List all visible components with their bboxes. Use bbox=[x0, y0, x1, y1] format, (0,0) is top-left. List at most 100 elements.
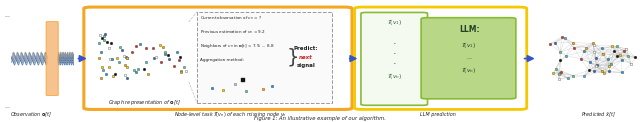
Point bbox=[131, 71, 141, 73]
Point bbox=[605, 63, 616, 65]
Point bbox=[139, 68, 149, 70]
Text: next: next bbox=[299, 55, 313, 60]
Point bbox=[238, 80, 248, 81]
Point bbox=[104, 66, 115, 68]
Text: signal: signal bbox=[296, 63, 316, 68]
Point bbox=[591, 57, 602, 59]
Point bbox=[550, 68, 561, 70]
Point bbox=[108, 75, 118, 77]
Point bbox=[597, 70, 607, 72]
Text: .: . bbox=[392, 56, 396, 66]
Point bbox=[104, 58, 115, 60]
Point bbox=[588, 42, 598, 44]
Point bbox=[556, 71, 566, 73]
Point bbox=[95, 77, 106, 79]
Point bbox=[174, 59, 184, 61]
Point bbox=[106, 42, 116, 44]
Point bbox=[155, 45, 165, 46]
Text: Aggregation method:: Aggregation method: bbox=[200, 58, 244, 62]
Point bbox=[148, 47, 158, 49]
Point bbox=[101, 73, 111, 75]
Point bbox=[591, 65, 601, 67]
Point bbox=[129, 69, 139, 71]
Point bbox=[612, 55, 622, 57]
Text: .: . bbox=[392, 46, 396, 56]
Text: ...: ... bbox=[4, 13, 11, 18]
Point bbox=[560, 37, 570, 39]
Point bbox=[617, 71, 627, 73]
Text: }: } bbox=[287, 48, 300, 67]
Point bbox=[548, 72, 559, 74]
Point bbox=[135, 43, 145, 45]
Point bbox=[93, 42, 104, 44]
Point bbox=[267, 86, 277, 87]
Text: Previous estimation of $v_n$ = 9.2: Previous estimation of $v_n$ = 9.2 bbox=[200, 29, 266, 36]
FancyBboxPatch shape bbox=[355, 7, 527, 109]
Point bbox=[630, 56, 640, 58]
Point bbox=[172, 51, 182, 53]
Text: LLM:: LLM: bbox=[459, 25, 479, 34]
Point bbox=[576, 58, 586, 60]
Point bbox=[141, 61, 151, 63]
Text: $\mathcal{T}(v_1)$: $\mathcal{T}(v_1)$ bbox=[461, 40, 477, 50]
Point bbox=[617, 59, 627, 61]
Text: Node-level task $\mathcal{T}(v_n)$ of each missing node $v_n$: Node-level task $\mathcal{T}(v_n)$ of ea… bbox=[174, 110, 287, 119]
Text: Predicted $\hat{x}$[t]: Predicted $\hat{x}$[t] bbox=[581, 110, 616, 119]
Point bbox=[149, 57, 159, 59]
Text: Current observation of $v_n$ = ?: Current observation of $v_n$ = ? bbox=[200, 15, 262, 22]
Point bbox=[97, 66, 108, 68]
Point bbox=[623, 55, 634, 57]
Text: Graph representation of $\mathbf{o}$[t]: Graph representation of $\mathbf{o}$[t] bbox=[108, 98, 180, 107]
Point bbox=[603, 58, 613, 60]
Point bbox=[99, 35, 109, 37]
Point bbox=[119, 56, 129, 57]
Point bbox=[598, 53, 608, 55]
Point bbox=[557, 36, 567, 38]
Point bbox=[584, 69, 594, 71]
Text: Figure 1: An illustrative example of our algorithm.: Figure 1: An illustrative example of our… bbox=[254, 116, 386, 121]
Point bbox=[554, 73, 564, 75]
Point bbox=[120, 75, 130, 76]
Point bbox=[554, 72, 564, 74]
Point bbox=[99, 39, 109, 41]
Point bbox=[615, 54, 625, 56]
Point bbox=[179, 66, 189, 68]
Point bbox=[122, 77, 132, 79]
Point bbox=[597, 47, 607, 49]
Point bbox=[621, 48, 631, 50]
Point bbox=[561, 55, 571, 57]
Point bbox=[588, 44, 598, 46]
Point bbox=[206, 87, 216, 89]
Point bbox=[102, 41, 112, 43]
FancyBboxPatch shape bbox=[361, 12, 428, 105]
Point bbox=[619, 50, 629, 51]
Point bbox=[96, 51, 106, 53]
Point bbox=[106, 58, 116, 60]
Text: $\mathcal{T}(v_1)$: $\mathcal{T}(v_1)$ bbox=[387, 17, 402, 27]
Point bbox=[604, 70, 614, 72]
Point bbox=[218, 89, 228, 91]
Point bbox=[230, 83, 240, 85]
Point bbox=[591, 64, 602, 66]
Point bbox=[160, 53, 170, 55]
Point bbox=[122, 57, 132, 59]
Point bbox=[550, 42, 560, 44]
Point bbox=[114, 61, 124, 63]
Point bbox=[568, 42, 578, 44]
Text: ...: ... bbox=[4, 104, 11, 109]
Point bbox=[579, 75, 589, 77]
Point bbox=[556, 59, 566, 61]
Point bbox=[579, 51, 589, 52]
Point bbox=[122, 66, 132, 68]
Point bbox=[164, 58, 174, 60]
Point bbox=[127, 51, 137, 53]
Point bbox=[545, 43, 555, 45]
Point bbox=[141, 47, 151, 49]
Point bbox=[151, 56, 161, 58]
Text: Observation $\mathbf{o}$[t]: Observation $\mathbf{o}$[t] bbox=[10, 111, 52, 119]
Point bbox=[589, 70, 600, 72]
Point bbox=[121, 56, 131, 58]
Point bbox=[115, 46, 125, 48]
Point bbox=[131, 45, 141, 47]
Point bbox=[176, 71, 186, 73]
